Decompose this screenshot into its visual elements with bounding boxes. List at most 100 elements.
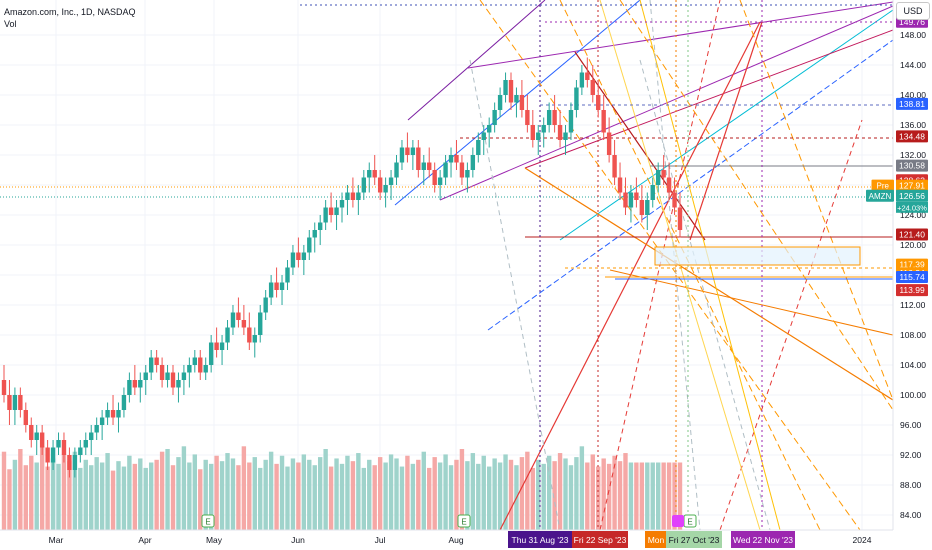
price-label-bg bbox=[896, 179, 928, 192]
candle-body bbox=[481, 132, 486, 140]
volume-bar bbox=[12, 459, 18, 530]
candle-body bbox=[421, 162, 426, 170]
candle-body bbox=[236, 312, 241, 320]
price-tick-88: 88.00 bbox=[900, 480, 922, 490]
volume-bar bbox=[476, 463, 481, 530]
price-labels: 149.76138.81134.48130.58128.63127.91Pre1… bbox=[866, 15, 928, 297]
earnings-marker[interactable] bbox=[457, 514, 471, 528]
volume-bar bbox=[568, 465, 574, 530]
candle-body bbox=[672, 192, 677, 208]
volume-bar bbox=[159, 451, 165, 530]
volume-label[interactable]: Vol bbox=[4, 19, 17, 29]
price-label-bg bbox=[896, 284, 928, 297]
candle-body bbox=[356, 192, 361, 200]
candle-body bbox=[677, 207, 683, 230]
price-label-113.99: 113.99 bbox=[899, 285, 925, 295]
volume-bar bbox=[263, 459, 268, 530]
price-tick-136: 136.00 bbox=[900, 120, 926, 130]
date-label-bg bbox=[572, 531, 628, 548]
candle-body bbox=[617, 177, 623, 193]
candle-body bbox=[465, 170, 470, 178]
candle-body bbox=[508, 80, 514, 103]
candle-body bbox=[274, 282, 279, 290]
volume-bar bbox=[541, 463, 546, 530]
price-tick-120: 120.00 bbox=[900, 240, 926, 250]
volume-bar bbox=[78, 467, 83, 530]
candle-body bbox=[345, 192, 350, 200]
price-tick-124: 124.00 bbox=[900, 210, 926, 220]
candle-body bbox=[110, 410, 116, 418]
price-label-bg bbox=[896, 270, 928, 283]
candle-body bbox=[192, 357, 198, 365]
candle-body bbox=[67, 455, 72, 470]
volume-bar bbox=[639, 462, 645, 530]
volume-bar bbox=[94, 457, 99, 530]
volume-bar bbox=[661, 462, 666, 530]
date-labels: Thu 31 Aug '23 Fri 22 Sep '23 Mon Fri 27 Oc… bbox=[508, 531, 795, 548]
price-label-115.74: 115.74 bbox=[899, 272, 925, 282]
volume-bar bbox=[677, 462, 683, 530]
volume-bar bbox=[552, 461, 557, 530]
trend-line bbox=[524, 167, 894, 401]
price-tag-bg bbox=[871, 179, 894, 192]
volume-bar bbox=[350, 461, 356, 530]
volume-bar bbox=[437, 462, 443, 530]
candle-body bbox=[552, 110, 557, 125]
candle-body bbox=[416, 147, 421, 170]
trend-line bbox=[559, 9, 894, 241]
date-label-bg bbox=[508, 531, 572, 548]
volume-bar bbox=[34, 462, 39, 530]
candle-body bbox=[23, 410, 29, 425]
volume-bar bbox=[252, 457, 257, 530]
candle-body bbox=[198, 357, 203, 373]
volume-bar bbox=[367, 459, 372, 530]
time-tick-may: May bbox=[206, 535, 223, 545]
volume-bar bbox=[530, 467, 536, 530]
lightning-icon[interactable] bbox=[672, 515, 684, 527]
price-label-117.39: 117.39 bbox=[899, 260, 925, 270]
volume-bar bbox=[481, 455, 486, 530]
volume-bar bbox=[110, 470, 116, 530]
candle-body bbox=[208, 342, 214, 365]
candle-body bbox=[585, 72, 590, 80]
price-tick-84: 84.00 bbox=[900, 510, 922, 520]
symbol-title[interactable]: Amazon.com, Inc., 1D, NASDAQ bbox=[4, 7, 136, 17]
trend-line bbox=[719, 119, 863, 531]
volume-bar bbox=[317, 457, 323, 530]
candle-body bbox=[546, 110, 552, 125]
volume-bar bbox=[99, 462, 105, 530]
earnings-marker[interactable] bbox=[201, 514, 215, 528]
volume-bar bbox=[628, 462, 634, 530]
volume-bar bbox=[503, 454, 508, 530]
volume-bar bbox=[312, 465, 317, 530]
candle-body bbox=[596, 95, 601, 110]
volume-bar bbox=[563, 458, 568, 530]
candle-body bbox=[454, 155, 459, 163]
candle-body bbox=[252, 335, 257, 343]
candle-body bbox=[639, 200, 645, 215]
candle-body bbox=[148, 357, 154, 373]
volume-bar bbox=[383, 462, 388, 530]
volume-bar bbox=[590, 454, 595, 530]
volume-bar bbox=[258, 467, 263, 530]
price-tag-bg bbox=[866, 189, 894, 202]
candle-body bbox=[612, 155, 617, 178]
volume-bar bbox=[39, 446, 45, 530]
trend-line bbox=[619, 0, 894, 411]
candle-body bbox=[18, 395, 23, 410]
candlesticks bbox=[1, 57, 683, 478]
candle-body bbox=[655, 170, 661, 185]
trend-line bbox=[689, 21, 763, 241]
candle-body bbox=[317, 222, 323, 230]
candle-body bbox=[187, 365, 192, 373]
price-label-134.48: 134.48 bbox=[899, 131, 925, 141]
volume-bar bbox=[18, 449, 23, 530]
trend-line bbox=[469, 59, 561, 531]
candle-body bbox=[258, 312, 263, 335]
candle-body bbox=[45, 447, 50, 463]
trend-line bbox=[739, 0, 894, 401]
volume-bar bbox=[579, 446, 585, 530]
currency-button[interactable]: USD bbox=[896, 2, 930, 20]
